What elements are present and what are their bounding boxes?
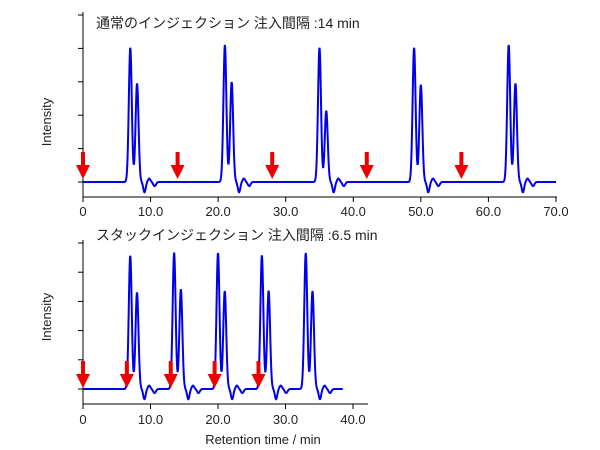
x-tick-label: 40.0 <box>341 204 366 219</box>
injection-markers <box>76 152 469 179</box>
injection-markers <box>76 361 266 388</box>
x-tick-label: 20.0 <box>205 412 230 427</box>
axis-ticks <box>78 14 557 202</box>
axis-ticks <box>78 242 354 409</box>
x-tick-label: 20.0 <box>205 204 230 219</box>
injection-arrow <box>163 361 178 388</box>
x-tick-labels: 0 10.0 20.0 30.0 40.0 <box>79 412 365 427</box>
x-tick-label: 30.0 <box>273 204 298 219</box>
x-tick-label: 40.0 <box>340 412 365 427</box>
chart-normal-injection: 通常のインジェクション 注入間隔 :14 min Intensity 0 10.0… <box>39 12 569 219</box>
injection-arrow <box>265 152 280 179</box>
chart-stacked-injection: スタックインジェクション 注入間隔 :6.5 min Intensity Ret… <box>39 227 378 447</box>
injection-arrow <box>251 361 266 388</box>
injection-arrow <box>76 152 90 179</box>
chart-title: 通常のインジェクション 注入間隔 :14 min <box>96 15 360 31</box>
injection-arrow <box>76 361 90 388</box>
x-tick-label: 0 <box>79 412 86 427</box>
chromatogram-trace <box>83 44 556 194</box>
x-tick-labels: 0 10.0 20.0 30.0 40.0 50.0 60.0 70.0 <box>79 204 568 219</box>
y-axis-label: Intensity <box>39 97 54 146</box>
x-tick-label: 50.0 <box>408 204 433 219</box>
x-tick-label: 60.0 <box>476 204 501 219</box>
x-tick-label: 0 <box>79 204 86 219</box>
x-axis-label: Retention time / min <box>205 432 321 447</box>
x-tick-label: 30.0 <box>273 412 298 427</box>
injection-arrow <box>119 361 134 388</box>
x-tick-label: 10.0 <box>138 204 163 219</box>
y-axis-label: Intensity <box>39 292 54 341</box>
injection-arrow <box>359 152 374 179</box>
injection-arrow <box>454 152 469 179</box>
injection-arrow <box>207 361 222 388</box>
injection-arrow <box>170 152 185 179</box>
chart-title: スタックインジェクション 注入間隔 :6.5 min <box>96 227 378 243</box>
x-tick-label: 10.0 <box>138 412 163 427</box>
x-tick-label: 70.0 <box>543 204 568 219</box>
